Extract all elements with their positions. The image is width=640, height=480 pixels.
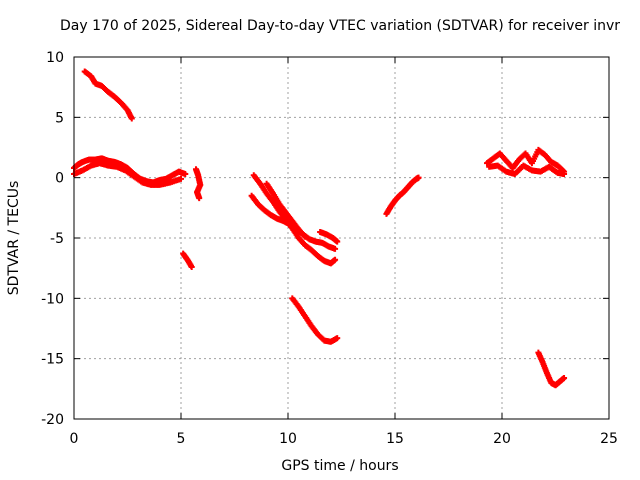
chart-title: Day 170 of 2025, Sidereal Day-to-day VTE…	[60, 18, 620, 34]
series-pass-9	[535, 349, 568, 389]
x-tick-label: 25	[600, 431, 618, 447]
y-tick-label: 10	[46, 50, 64, 66]
axis-ticks: 0 5 10 15 20 25 10 5 0 -5 -10 -15 -20	[41, 50, 618, 447]
series-pass-4	[180, 250, 195, 270]
series-pass-1-upper	[81, 68, 135, 122]
y-tick-label: 5	[55, 110, 64, 126]
series-pass-8-lower	[486, 162, 568, 178]
data-point	[334, 238, 341, 245]
grid-lines	[74, 57, 609, 419]
data-point	[561, 171, 568, 178]
data-point	[415, 174, 422, 181]
series-pass-2-lower-track	[71, 160, 184, 188]
data-point	[302, 233, 309, 240]
data-point	[178, 175, 184, 182]
x-tick-label: 5	[177, 431, 186, 447]
y-axis-label: SDTVAR / TECUs	[6, 181, 22, 296]
x-tick-label: 15	[386, 431, 404, 447]
data-point	[128, 115, 135, 122]
y-tick-label: -5	[50, 231, 64, 247]
y-tick-label: -10	[41, 291, 64, 307]
x-axis-label: GPS time / hours	[281, 458, 398, 474]
x-tick-label: 10	[279, 431, 297, 447]
series-pass-3-short	[192, 166, 204, 202]
x-tick-label: 20	[493, 431, 511, 447]
y-tick-label: -15	[41, 352, 64, 368]
data-point	[188, 263, 195, 270]
data-point	[332, 245, 339, 252]
series-pass-6	[289, 295, 341, 345]
data-points	[71, 68, 568, 389]
series-pass-8	[484, 146, 568, 175]
series-pass-7	[383, 174, 422, 217]
data-point	[334, 335, 341, 342]
data-point	[561, 374, 568, 381]
data-point	[332, 256, 339, 263]
y-tick-label: -20	[41, 412, 64, 428]
x-tick-label: 0	[70, 431, 79, 447]
data-point	[196, 195, 203, 202]
data-point	[182, 171, 189, 178]
series-pass-5-c	[263, 180, 309, 240]
series-pass-5-d	[317, 228, 341, 245]
y-tick-label: 0	[55, 171, 64, 187]
